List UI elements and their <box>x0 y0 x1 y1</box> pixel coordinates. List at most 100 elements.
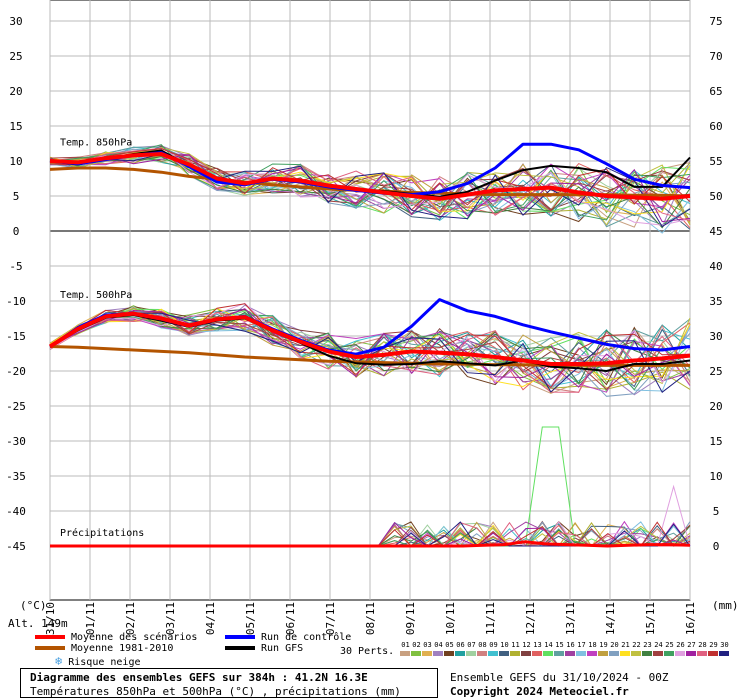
pert-number: 19 <box>599 641 608 649</box>
pert-number: 16 <box>566 641 575 649</box>
label-temp500: Temp. 500hPa <box>60 290 132 301</box>
pert-swatch <box>675 651 685 656</box>
pert-number: 18 <box>588 641 597 649</box>
member-850 <box>49 156 691 229</box>
pert-swatch <box>400 651 410 656</box>
pert-number: 22 <box>632 641 641 649</box>
x-tick-label: 14/11 <box>604 602 617 635</box>
pert-number: 05 <box>445 641 454 649</box>
pert-swatch <box>411 651 421 656</box>
pert-swatch <box>708 651 718 656</box>
left-tick-label: 10 <box>9 155 22 168</box>
copyright-label: Copyright 2024 Meteociel.fr <box>450 685 629 698</box>
left-tick-label: 20 <box>9 85 22 98</box>
right-tick-label: 40 <box>709 260 722 273</box>
label-temp850: Temp. 850hPa <box>60 138 132 149</box>
pert-swatch <box>510 651 520 656</box>
mean-850-line <box>49 152 691 201</box>
x-tick-label: 09/11 <box>404 602 417 635</box>
pert-number: 21 <box>621 641 630 649</box>
x-tick-label: 10/11 <box>444 602 457 635</box>
right-tick-label: 70 <box>709 50 722 63</box>
ensemble-run-label: Ensemble GEFS du 31/10/2024 - 00Z <box>450 671 669 684</box>
x-tick-label: 03/11 <box>164 602 177 635</box>
footer-box <box>20 668 438 698</box>
right-tick-label: 30 <box>709 330 722 343</box>
member-500 <box>49 314 691 391</box>
left-tick-label: 30 <box>9 15 22 28</box>
pert-number: 20 <box>610 641 619 649</box>
pert-number: 17 <box>577 641 586 649</box>
right-tick-label: 65 <box>709 85 722 98</box>
right-tick-label: 5 <box>713 505 720 518</box>
pert-number: 08 <box>478 641 487 649</box>
snowflake-icon: ❄ <box>55 654 63 668</box>
right-tick-label: 75 <box>709 15 722 28</box>
right-tick-label: 15 <box>709 435 722 448</box>
x-tick-label: 04/11 <box>204 602 217 635</box>
pert-swatch <box>631 651 641 656</box>
x-tick-label: 01/11 <box>84 602 97 635</box>
left-tick-label: 0 <box>13 225 20 238</box>
pert-swatch <box>488 651 498 656</box>
member-850 <box>49 144 691 221</box>
mean-500-line <box>48 311 691 366</box>
pert-swatch <box>532 651 542 656</box>
pert-swatch <box>466 651 476 656</box>
grid <box>49 0 691 601</box>
pert-number: 07 <box>467 641 476 649</box>
pert-swatch <box>719 651 729 656</box>
x-tick-label: 05/11 <box>244 602 257 635</box>
pert-swatch <box>554 651 564 656</box>
right-unit-label: (mm) <box>712 599 739 612</box>
x-tick-label: 16/11 <box>684 602 697 635</box>
left-tick-label: -40 <box>6 505 26 518</box>
pert-number: 10 <box>500 641 509 649</box>
x-tick-label: 11/11 <box>484 602 497 635</box>
left-tick-label: -35 <box>6 470 26 483</box>
pert-swatch <box>664 651 674 656</box>
main-series <box>48 142 691 548</box>
member-850 <box>49 154 691 223</box>
pert-swatch <box>609 651 619 656</box>
pert-number: 04 <box>434 641 443 649</box>
pert-number: 14 <box>544 641 553 649</box>
pert-swatch <box>576 651 586 656</box>
right-tick-label: 35 <box>709 295 722 308</box>
pert-number: 23 <box>643 641 652 649</box>
right-tick-label: 45 <box>709 225 722 238</box>
pert-number: 03 <box>423 641 432 649</box>
left-tick-label: -5 <box>9 260 22 273</box>
pert-swatch <box>653 651 663 656</box>
x-tick-label: 02/11 <box>124 602 137 635</box>
pert-number: 15 <box>555 641 564 649</box>
pert-number: 13 <box>533 641 542 649</box>
pert-swatch <box>477 651 487 656</box>
member-850 <box>49 157 691 220</box>
pert-swatch <box>598 651 608 656</box>
x-tick-label: 13/11 <box>564 602 577 635</box>
pert-number: 09 <box>489 641 498 649</box>
legend-controle: Run de contrôle <box>225 632 351 643</box>
x-tick-label: 12/11 <box>524 602 537 635</box>
left-tick-label: -30 <box>6 435 26 448</box>
pert-number: 11 <box>511 641 520 649</box>
pert-number: 25 <box>665 641 674 649</box>
left-tick-label: 5 <box>13 190 20 203</box>
right-tick-label: 20 <box>709 400 722 413</box>
x-tick-label: 15/11 <box>644 602 657 635</box>
pert-number: 27 <box>687 641 696 649</box>
mean-precip-line <box>50 540 691 548</box>
pert-number: 06 <box>456 641 465 649</box>
legend-scenarios: Moyenne des scénarios <box>35 632 197 643</box>
pert-number: 30 <box>720 641 729 649</box>
left-tick-label: -20 <box>6 365 26 378</box>
pert-swatch <box>697 651 707 656</box>
pert-swatch <box>499 651 509 656</box>
left-tick-label: -10 <box>6 295 26 308</box>
pert-number: 01 <box>401 641 410 649</box>
right-tick-label: 0 <box>713 540 720 553</box>
legend-neige: ❄ Risque neige <box>55 654 141 668</box>
